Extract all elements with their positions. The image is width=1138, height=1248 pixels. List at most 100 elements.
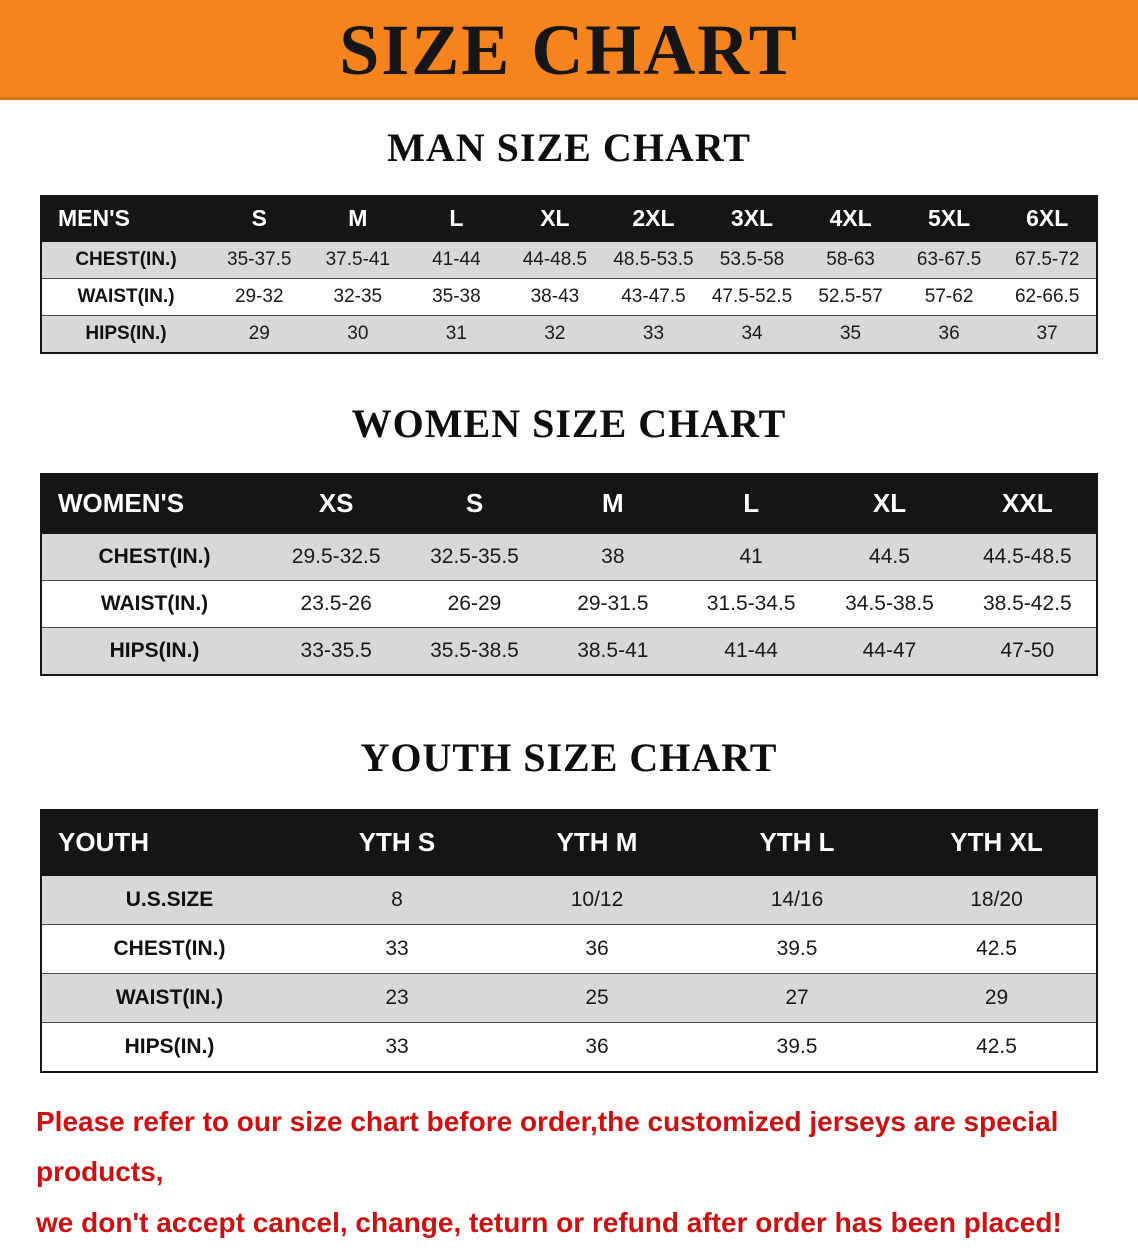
size-value-cell: 44-48.5 (505, 241, 605, 279)
size-value-cell: 31.5-34.5 (681, 580, 821, 628)
measurement-row: HIPS(IN.) 33-35.5 35.5-38.5 38.5-41 41-44 44-… (41, 627, 1097, 675)
size-value-cell: 8 (297, 875, 497, 925)
size-column-header: S (405, 474, 544, 534)
size-value-cell: 42.5 (897, 924, 1097, 974)
size-value-cell: 29.5-32.5 (267, 533, 406, 581)
size-value-cell: 48.5-53.5 (604, 241, 703, 279)
size-column-header: XL (820, 474, 959, 534)
size-value-cell: 30 (347, 323, 369, 344)
size-value-cell: 35-38 (407, 278, 506, 316)
size-value-cell: 14/16 (697, 875, 897, 925)
women-size-table: WOMEN'S XS S M L XL XXL CHEST(IN.) 29.5-32.5 32.… (40, 473, 1098, 676)
row-label: WAIST(IN.) (41, 580, 267, 628)
size-column-header: YTH XL (897, 810, 1097, 876)
size-value-cell: 25 (497, 973, 697, 1023)
size-value-cell: 33-35.5 (300, 639, 372, 662)
banner: SIZE CHART (0, 0, 1138, 100)
men-size-section: MAN SIZE CHART MEN'S S M L XL 2XL 3XL 4XL 5XL 6XL… (0, 124, 1138, 354)
table-header-row: MEN'S S M L XL 2XL 3XL 4XL 5XL 6XL (41, 196, 1097, 242)
men-size-table: MEN'S S M L XL 2XL 3XL 4XL 5XL 6XL CHEST(IN.) 35-3… (40, 195, 1098, 354)
size-value-cell: 37 (1036, 323, 1058, 344)
size-value-cell: 23 (297, 973, 497, 1023)
size-value-cell: 44-47 (862, 639, 917, 662)
size-column-header: L (681, 474, 821, 534)
size-column-header: M (308, 196, 408, 242)
size-value-cell: 29-32 (210, 278, 309, 316)
size-value-cell: 29 (897, 973, 1097, 1023)
size-value-cell: 38.5-41 (577, 639, 649, 662)
size-value-cell: 37.5-41 (308, 241, 408, 279)
size-value-cell: 34.5-38.5 (820, 580, 959, 628)
row-label: CHEST(IN.) (41, 533, 267, 581)
size-value-cell: 67.5-72 (998, 241, 1097, 279)
size-value-cell: 52.5-57 (801, 278, 900, 316)
women-section-heading: WOMEN SIZE CHART (351, 401, 787, 446)
size-value-cell: 63-67.5 (899, 241, 999, 279)
size-value-cell: 38-43 (505, 278, 605, 316)
size-value-cell: 41 (681, 533, 821, 581)
size-value-cell: 18/20 (897, 875, 1097, 925)
size-value-cell: 53.5-58 (702, 241, 802, 279)
size-value-cell: 35-37.5 (210, 241, 309, 279)
disclaimer-line-2: we don't accept cancel, change, teturn o… (36, 1206, 1062, 1238)
measurement-row: CHEST(IN.) 29.5-32.5 32.5-35.5 38 41 44.5 44.5… (41, 533, 1097, 581)
size-value-cell: 29-31.5 (543, 580, 682, 628)
row-label: HIPS(IN.) (85, 323, 167, 344)
size-value-cell: 23.5-26 (267, 580, 406, 628)
size-column-header: S (210, 196, 309, 242)
size-value-cell: 31 (445, 323, 467, 344)
men-section-heading: MAN SIZE CHART (387, 125, 751, 170)
size-column-header: 2XL (604, 196, 703, 242)
size-value-cell: 32.5-35.5 (405, 533, 544, 581)
size-value-cell: 35 (839, 323, 862, 344)
disclaimer-line-1: Please refer to our size chart before or… (36, 1106, 1059, 1188)
size-column-header: XS (267, 474, 406, 534)
size-column-header: XXL (958, 474, 1097, 534)
size-value-cell: 44.5-48.5 (958, 533, 1097, 581)
measurement-row: U.S.SIZE 8 10/12 14/16 18/20 (41, 875, 1097, 925)
size-value-cell: 44.5 (820, 533, 959, 581)
size-value-cell: 10/12 (497, 875, 697, 925)
size-value-cell: 36 (585, 1035, 609, 1058)
size-value-cell: 26-29 (405, 580, 544, 628)
table-corner-label: MEN'S (41, 196, 210, 242)
measurement-row: WAIST(IN.) 23 25 27 29 (41, 973, 1097, 1023)
row-label: HIPS(IN.) (109, 639, 200, 662)
measurement-row: HIPS(IN.) 33 36 39.5 42.5 (41, 1022, 1097, 1072)
size-value-cell: 62-66.5 (998, 278, 1097, 316)
table-corner-label: WOMEN'S (41, 474, 267, 534)
size-value-cell: 32 (544, 323, 566, 344)
size-value-cell: 36 (938, 323, 960, 344)
size-value-cell: 41-44 (407, 241, 506, 279)
size-column-header: M (543, 474, 682, 534)
disclaimer: Please refer to our size chart before or… (36, 1097, 1116, 1248)
youth-section-heading: YOUTH SIZE CHART (360, 735, 778, 780)
size-column-header: 5XL (899, 196, 999, 242)
table-corner-label: YOUTH (41, 810, 297, 876)
measurement-row: CHEST(IN.) 35-37.5 37.5-41 41-44 44-48.5 48.5… (41, 241, 1097, 279)
measurement-row: HIPS(IN.) 29 30 31 32 33 34 35 36 37 (41, 315, 1097, 353)
size-value-cell: 33 (297, 924, 497, 974)
size-value-cell: 29 (248, 323, 270, 344)
row-label: CHEST(IN.) (41, 241, 210, 279)
size-value-cell: 47.5-52.5 (702, 278, 802, 316)
size-column-header: 3XL (702, 196, 802, 242)
row-label: HIPS(IN.) (124, 1035, 215, 1058)
youth-size-table: YOUTH YTH S YTH M YTH L YTH XL U.S.SIZE 8 10/1… (40, 809, 1098, 1073)
size-value-cell: 36 (497, 924, 697, 974)
youth-size-section: YOUTH SIZE CHART YOUTH YTH S YTH M YTH L YTH… (0, 734, 1138, 1073)
size-value-cell: 39.5 (776, 1035, 818, 1058)
row-label: U.S.SIZE (41, 875, 297, 925)
table-header-row: YOUTH YTH S YTH M YTH L YTH XL (41, 810, 1097, 876)
row-label: CHEST(IN.) (41, 924, 297, 974)
size-column-header: YTH M (497, 810, 697, 876)
size-column-header: YTH L (697, 810, 897, 876)
measurement-row: CHEST(IN.) 33 36 39.5 42.5 (41, 924, 1097, 974)
size-value-cell: 39.5 (697, 924, 897, 974)
size-column-header: 4XL (801, 196, 900, 242)
size-value-cell: 41-44 (724, 639, 778, 662)
size-column-header: L (407, 196, 506, 242)
size-value-cell: 42.5 (976, 1035, 1017, 1058)
measurement-row: WAIST(IN.) 23.5-26 26-29 29-31.5 31.5-34.5 34… (41, 580, 1097, 628)
